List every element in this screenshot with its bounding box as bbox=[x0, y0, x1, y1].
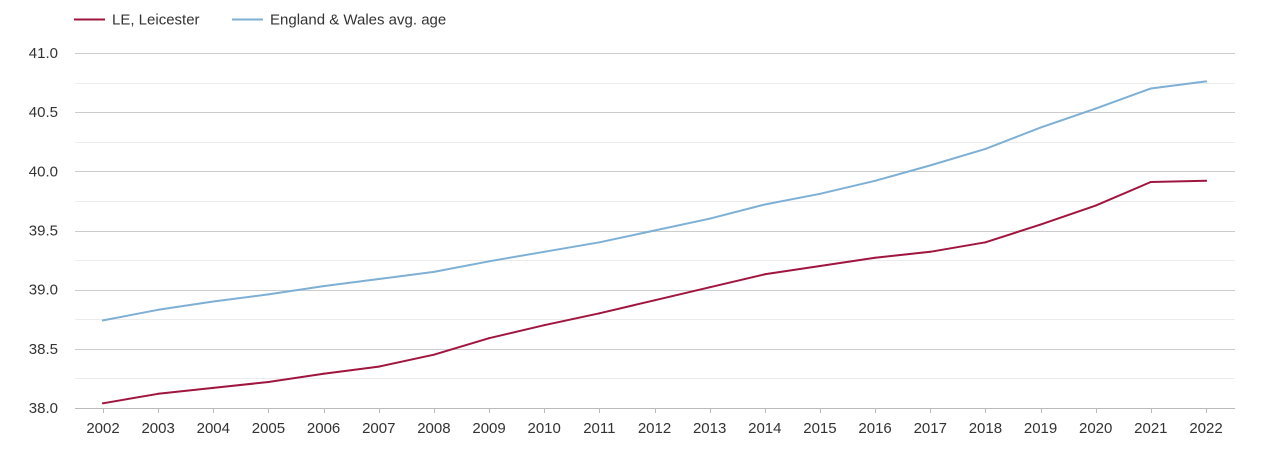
data-point bbox=[1149, 180, 1152, 183]
y-tick-label: 40.0 bbox=[29, 163, 58, 180]
data-point bbox=[874, 256, 877, 259]
data-point bbox=[1039, 223, 1042, 226]
x-tick-label: 2014 bbox=[748, 420, 781, 437]
y-tick-label: 40.5 bbox=[29, 104, 58, 121]
x-tick-label: 2010 bbox=[528, 420, 561, 437]
data-point bbox=[598, 241, 601, 244]
series-line-1 bbox=[102, 179, 1207, 405]
data-point bbox=[102, 319, 104, 322]
x-tick-label: 2011 bbox=[583, 420, 615, 437]
x-tick-label: 2003 bbox=[141, 420, 174, 437]
data-point bbox=[708, 286, 711, 289]
data-point bbox=[377, 278, 380, 281]
chart-series bbox=[102, 80, 1207, 405]
x-tick-label: 2008 bbox=[417, 420, 450, 437]
data-point bbox=[432, 270, 435, 273]
chart-grid bbox=[75, 53, 1235, 409]
data-point bbox=[598, 312, 601, 315]
x-tick-label: 2004 bbox=[197, 420, 230, 437]
data-point bbox=[1205, 179, 1207, 182]
x-tick-label: 2015 bbox=[803, 420, 836, 437]
data-point bbox=[874, 179, 877, 182]
x-tick-label: 2006 bbox=[307, 420, 340, 437]
data-point bbox=[432, 353, 435, 356]
data-point bbox=[212, 386, 215, 389]
x-tick-label: 2022 bbox=[1189, 420, 1222, 437]
data-point bbox=[653, 229, 656, 232]
y-tick-label: 38.5 bbox=[29, 341, 58, 358]
data-point bbox=[818, 265, 821, 267]
data-point bbox=[157, 308, 160, 311]
data-point bbox=[267, 380, 270, 383]
data-point bbox=[102, 402, 104, 405]
x-tick-label: 2013 bbox=[693, 420, 726, 437]
data-point bbox=[984, 241, 987, 244]
data-point bbox=[488, 260, 491, 263]
y-axis: 38.0 38.5 39.0 39.5 40.0 40.5 41.0 bbox=[29, 45, 58, 417]
x-axis: 2002 2003 2004 2005 2006 2007 2008 2009 2010 2011… bbox=[86, 408, 1223, 437]
y-tick-label: 39.0 bbox=[29, 282, 58, 299]
data-point bbox=[1149, 87, 1152, 90]
x-tick-label: 2021 bbox=[1134, 420, 1167, 437]
data-point bbox=[984, 147, 987, 150]
data-point bbox=[1039, 126, 1042, 129]
x-tick-label: 2007 bbox=[362, 420, 395, 437]
x-tick-label: 2002 bbox=[86, 420, 119, 437]
data-point bbox=[377, 365, 380, 368]
data-point bbox=[929, 164, 932, 167]
y-tick-label: 39.5 bbox=[29, 223, 58, 240]
data-point bbox=[763, 273, 766, 276]
x-tick-label: 2005 bbox=[252, 420, 285, 437]
legend-label: England & Wales avg. age bbox=[270, 12, 446, 29]
data-point bbox=[212, 300, 215, 303]
x-tick-label: 2020 bbox=[1079, 420, 1112, 437]
x-tick-label: 2009 bbox=[472, 420, 505, 437]
data-point bbox=[543, 250, 546, 253]
data-point bbox=[708, 217, 711, 220]
x-tick-label: 2012 bbox=[638, 420, 671, 437]
data-point bbox=[1094, 204, 1097, 207]
data-point bbox=[267, 293, 270, 296]
y-tick-label: 38.0 bbox=[29, 400, 58, 417]
chart-legend: LE, Leicester England & Wales avg. age bbox=[74, 12, 446, 29]
data-point bbox=[322, 372, 325, 375]
x-tick-label: 2017 bbox=[914, 420, 947, 437]
data-point bbox=[1094, 107, 1097, 110]
data-point bbox=[488, 337, 491, 340]
series-line-2 bbox=[102, 80, 1207, 322]
data-point bbox=[653, 299, 656, 302]
x-tick-label: 2019 bbox=[1024, 420, 1057, 437]
x-tick-label: 2018 bbox=[969, 420, 1002, 437]
data-point bbox=[322, 285, 325, 288]
legend-label: LE, Leicester bbox=[112, 12, 200, 29]
y-tick-label: 41.0 bbox=[29, 45, 58, 62]
data-point bbox=[929, 250, 932, 253]
data-point bbox=[157, 392, 160, 395]
data-point bbox=[543, 324, 546, 327]
x-tick-label: 2016 bbox=[858, 420, 891, 437]
data-point bbox=[1205, 80, 1207, 83]
data-point bbox=[763, 203, 766, 206]
data-point bbox=[818, 192, 821, 195]
